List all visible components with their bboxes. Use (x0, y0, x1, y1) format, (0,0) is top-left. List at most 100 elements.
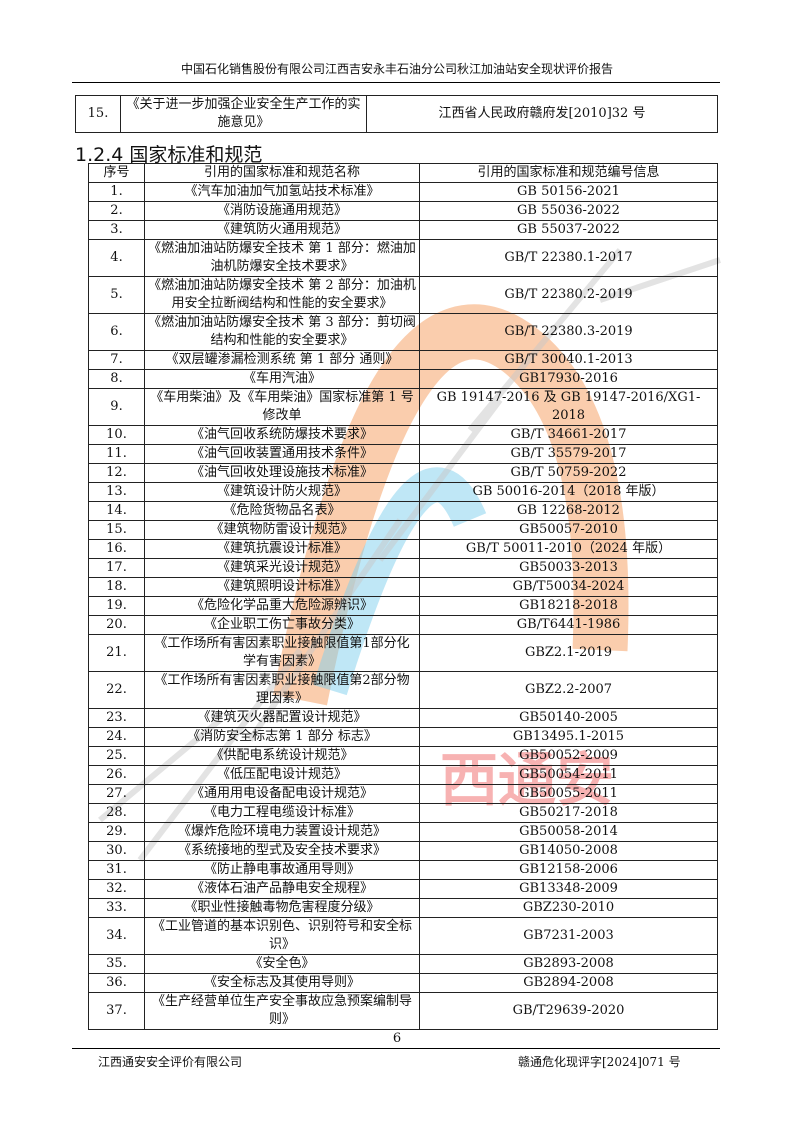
standard-code: GB50217-2018 (419, 803, 718, 823)
page-header: 中国石化销售股份有限公司江西吉安永丰石油分公司秋江加油站安全现状评价报告 (180, 62, 613, 76)
standard-name: 《建筑物防雷设计规范》 (144, 520, 420, 540)
standard-code: GB/T 22380.3-2019 (419, 313, 718, 351)
standard-code: GB/T 34661-2017 (419, 425, 718, 445)
table-row: 21. 《工作场所有害因素职业接触限值第1部分化学有害因素》 GBZ2.1-2019 (88, 634, 718, 672)
row-number: 9. (88, 388, 145, 426)
row-number: 14. (88, 501, 145, 521)
standard-code: GB7231-2003 (419, 917, 718, 955)
standard-name: 《工业管道的基本识别色、识别符号和安全标识》 (144, 917, 420, 955)
standard-code: GB17930-2016 (419, 369, 718, 389)
standard-code: GB 55037-2022 (419, 220, 718, 240)
table-row: 17. 《建筑采光设计规范》 GB50033-2013 (88, 558, 718, 578)
table-row: 32. 《液体石油产品静电安全规程》 GB13348-2009 (88, 879, 718, 899)
table-row: 28. 《电力工程电缆设计标准》 GB50217-2018 (88, 803, 718, 823)
row-number: 13. (88, 482, 145, 502)
standard-code: GBZ230-2010 (419, 898, 718, 918)
standard-name: 《工作场所有害因素职业接触限值第1部分化学有害因素》 (144, 634, 420, 672)
regulations-table-continued: 15. 《关于进一步加强企业安全生产工作的实施意见》 江西省人民政府赣府发[20… (75, 95, 718, 133)
row-number: 34. (88, 917, 145, 955)
standard-name: 《燃油加油站防爆安全技术 第 2 部分：加油机用安全拉断阀结构和性能的安全要求》 (144, 276, 420, 314)
standard-name: 《双层罐渗漏检测系统 第 1 部分 通则》 (144, 350, 420, 370)
standard-code: GB50033-2013 (419, 558, 718, 578)
standard-code: GB 50156-2021 (419, 182, 718, 202)
standard-code: GB50057-2010 (419, 520, 718, 540)
table-row: 2. 《消防设施通用规范》 GB 55036-2022 (88, 201, 718, 221)
standard-code: GB/T 50011-2010（2024 年版） (419, 539, 718, 559)
standard-name: 《生产经营单位生产安全事故应急预案编制导则》 (144, 992, 420, 1030)
table-row: 4. 《燃油加油站防爆安全技术 第 1 部分：燃油加油机防爆安全技术要求》 GB/T… (88, 239, 718, 277)
standard-code: GBZ2.1-2019 (419, 634, 718, 672)
standard-code: GBZ2.2-2007 (419, 671, 718, 709)
table-row: 15. 《关于进一步加强企业安全生产工作的实施意见》 江西省人民政府赣府发[20… (75, 95, 718, 133)
row-number: 15. (75, 95, 121, 133)
row-number: 23. (88, 708, 145, 728)
standard-name: 《安全色》 (144, 954, 420, 974)
standard-code: GB12158-2006 (419, 860, 718, 880)
table-row: 11. 《油气回收装置通用技术条件》 GB/T 35579-2017 (88, 444, 718, 464)
table-row: 7. 《双层罐渗漏检测系统 第 1 部分 通则》 GB/T 30040.1-2013 (88, 350, 718, 370)
standard-name: 《建筑设计防火规范》 (144, 482, 420, 502)
standard-name: 《防止静电事故通用导则》 (144, 860, 420, 880)
row-number: 32. (88, 879, 145, 899)
standard-code: GB50054-2011 (419, 765, 718, 785)
standard-name: 《电力工程电缆设计标准》 (144, 803, 420, 823)
table-row: 19. 《危险化学品重大危险源辨识》 GB18218-2018 (88, 596, 718, 616)
table-row: 9. 《车用柴油》及《车用柴油》国家标准第 1 号修改单 GB 19147-2016… (88, 388, 718, 426)
standard-name: 《燃油加油站防爆安全技术 第 1 部分：燃油加油机防爆安全技术要求》 (144, 239, 420, 277)
standard-name: 《建筑防火通用规范》 (144, 220, 420, 240)
regulation-name: 《关于进一步加强企业安全生产工作的实施意见》 (120, 95, 367, 133)
table-row: 5. 《燃油加油站防爆安全技术 第 2 部分：加油机用安全拉断阀结构和性能的安全要… (88, 276, 718, 314)
standard-name: 《油气回收处理设施技术标准》 (144, 463, 420, 483)
row-number: 4. (88, 239, 145, 277)
table-row: 14. 《危险货物品名表》 GB 12268-2012 (88, 501, 718, 521)
standard-name: 《车用柴油》及《车用柴油》国家标准第 1 号修改单 (144, 388, 420, 426)
row-number: 1. (88, 182, 145, 202)
row-number: 6. (88, 313, 145, 351)
standard-code: GB50140-2005 (419, 708, 718, 728)
row-number: 16. (88, 539, 145, 559)
footer-report-number: 赣通危化现评字[2024]071 号 (518, 1055, 681, 1069)
footer-company: 江西通安安全评价有限公司 (98, 1055, 243, 1069)
table-row: 37. 《生产经营单位生产安全事故应急预案编制导则》 GB/T29639-2020 (88, 992, 718, 1030)
standard-name: 《建筑照明设计标准》 (144, 577, 420, 597)
header-divider (72, 82, 720, 83)
regulation-code: 江西省人民政府赣府发[2010]32 号 (366, 95, 718, 133)
table-row: 3. 《建筑防火通用规范》 GB 55037-2022 (88, 220, 718, 240)
standard-name: 《危险货物品名表》 (144, 501, 420, 521)
row-number: 29. (88, 822, 145, 842)
row-number: 2. (88, 201, 145, 221)
table-row: 25. 《供配电系统设计规范》 GB50052-2009 (88, 746, 718, 766)
standard-code: GB/T 30040.1-2013 (419, 350, 718, 370)
standard-name: 《危险化学品重大危险源辨识》 (144, 596, 420, 616)
standard-name: 《爆炸危险环境电力装置设计规范》 (144, 822, 420, 842)
table-row: 23. 《建筑灭火器配置设计规范》 GB50140-2005 (88, 708, 718, 728)
row-number: 3. (88, 220, 145, 240)
standard-name: 《供配电系统设计规范》 (144, 746, 420, 766)
row-number: 30. (88, 841, 145, 861)
standard-name: 《燃油加油站防爆安全技术 第 3 部分：剪切阀结构和性能的安全要求》 (144, 313, 420, 351)
column-header: 引用的国家标准和规范名称 (144, 163, 420, 183)
standard-name: 《汽车加油加气加氢站技术标准》 (144, 182, 420, 202)
standard-code: GB18218-2018 (419, 596, 718, 616)
section-heading: 1.2.4 国家标准和规范 (75, 144, 263, 166)
table-row: 24. 《消防安全标志第 1 部分 标志》 GB13495.1-2015 (88, 727, 718, 747)
row-number: 35. (88, 954, 145, 974)
column-header: 引用的国家标准和规范编号信息 (419, 163, 718, 183)
table-row: 10. 《油气回收系统防爆技术要求》 GB/T 34661-2017 (88, 425, 718, 445)
standard-name: 《消防设施通用规范》 (144, 201, 420, 221)
standard-name: 《职业性接触毒物危害程度分级》 (144, 898, 420, 918)
row-number: 24. (88, 727, 145, 747)
row-number: 28. (88, 803, 145, 823)
table-row: 29. 《爆炸危险环境电力装置设计规范》 GB50058-2014 (88, 822, 718, 842)
table-row: 34. 《工业管道的基本识别色、识别符号和安全标识》 GB7231-2003 (88, 917, 718, 955)
row-number: 17. (88, 558, 145, 578)
standard-name: 《消防安全标志第 1 部分 标志》 (144, 727, 420, 747)
standard-name: 《系统接地的型式及安全技术要求》 (144, 841, 420, 861)
standard-code: GB 12268-2012 (419, 501, 718, 521)
standard-code: GB 19147-2016 及 GB 19147-2016/XG1-2018 (419, 388, 718, 426)
standard-name: 《安全标志及其使用导则》 (144, 973, 420, 993)
table-row: 22. 《工作场所有害因素职业接触限值第2部分物理因素》 GBZ2.2-2007 (88, 671, 718, 709)
table-row: 13. 《建筑设计防火规范》 GB 50016-2014（2018 年版） (88, 482, 718, 502)
row-number: 7. (88, 350, 145, 370)
row-number: 20. (88, 615, 145, 635)
